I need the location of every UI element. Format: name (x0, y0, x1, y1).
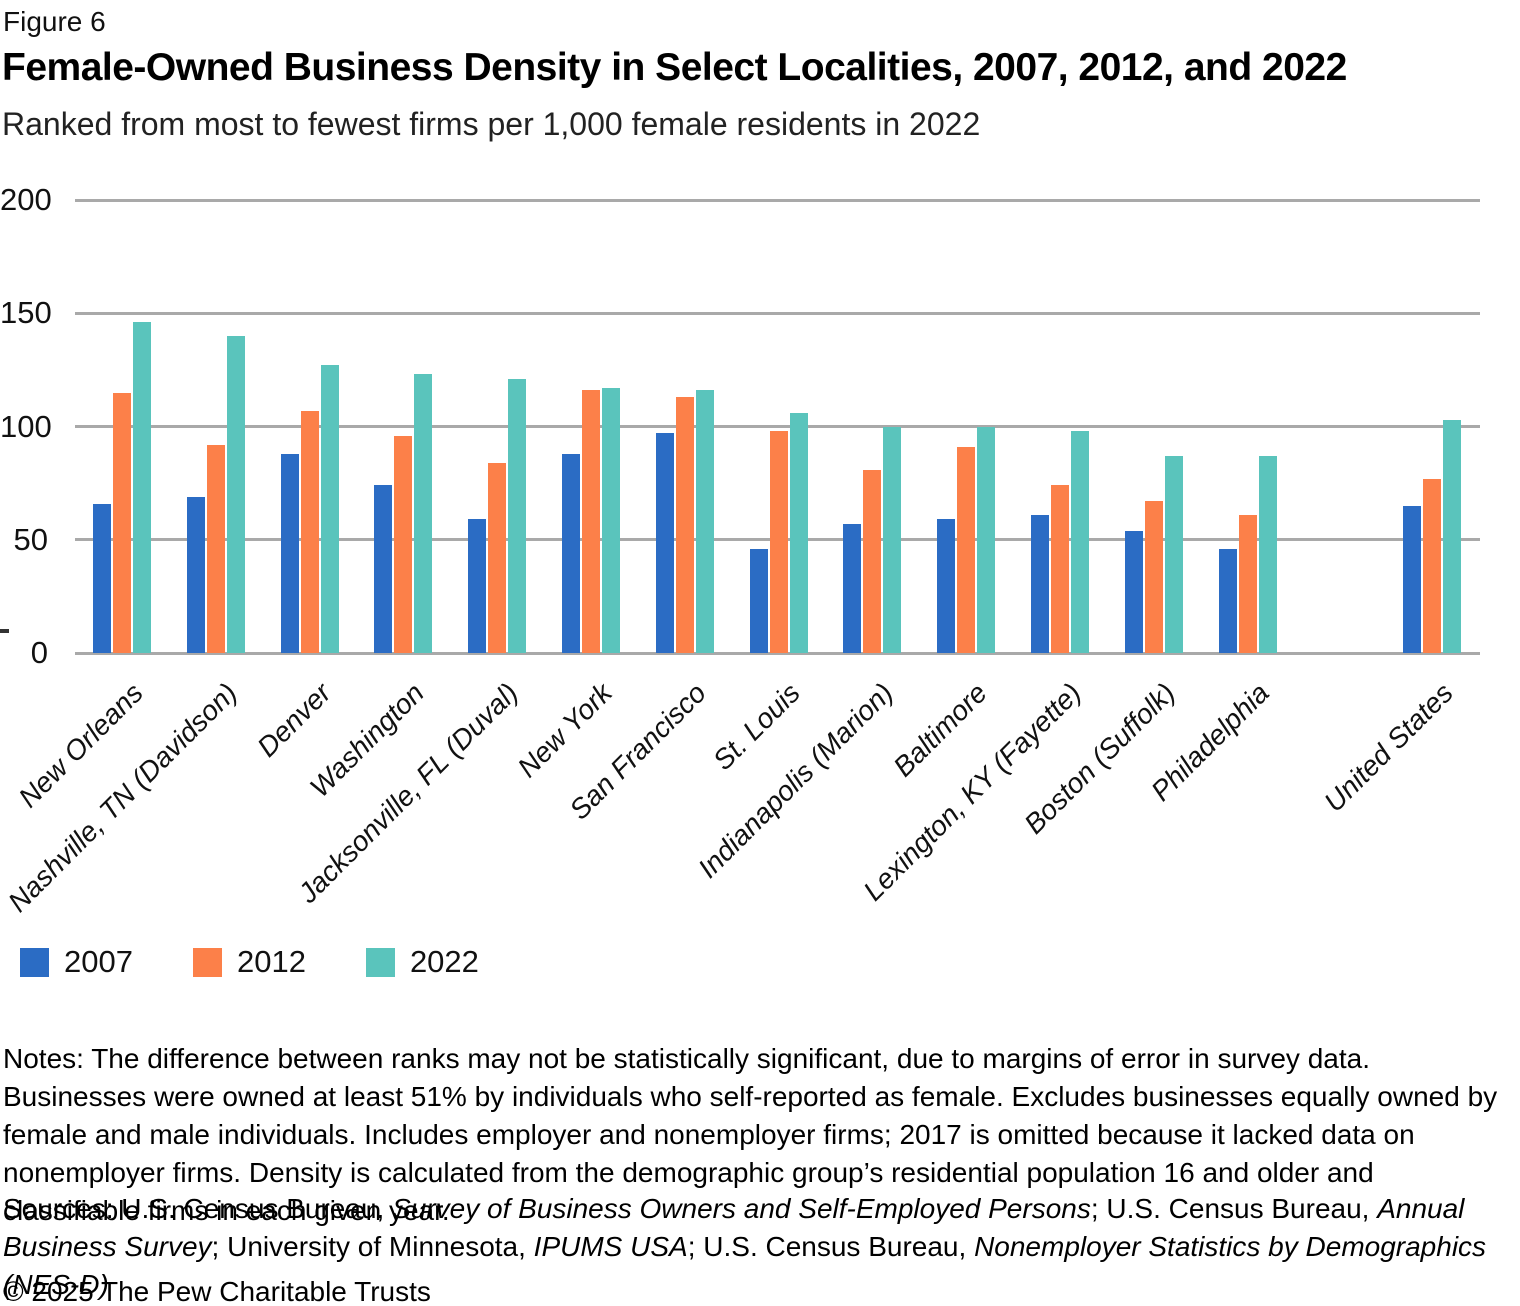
bar-2007-united-states (1403, 505, 1421, 653)
y-tick-label-0: 0 (30, 635, 48, 670)
bar-2007-boston-suffolk (1125, 530, 1143, 653)
source-plain: ; U.S. Census Bureau, (1090, 1193, 1378, 1224)
source-plain: ; U.S. Census Bureau, (687, 1231, 975, 1262)
legend-swatch-2012 (192, 947, 222, 977)
bar-2022-san-francisco (696, 390, 714, 653)
bar-2007-san-francisco (656, 433, 674, 653)
bar-2022-boston-suffolk (1165, 455, 1183, 653)
y-tick-label-150: 150 (0, 295, 52, 331)
bar-2022-nashville-tn-davidson (227, 335, 245, 653)
y-tick-label-100: 100 (0, 408, 52, 444)
bar-2022-indianapolis-marion (883, 426, 901, 653)
notes-text: Notes: The difference between ranks may … (3, 1043, 1498, 1226)
bar-2012-washington (394, 435, 412, 653)
legend: 2007 2012 2022 (20, 944, 539, 980)
source-title: Nonemployer Statistics by Demographics (… (3, 1231, 1487, 1300)
legend-item-2012: 2012 (192, 944, 306, 980)
bar-2012-new-york (582, 390, 600, 653)
legend-label-2012: 2012 (236, 944, 306, 979)
gridline-200 (75, 198, 1480, 202)
plot-area: 0 50 100 150 200 New Orleans Nashville, TN (Da… (0, 180, 1520, 946)
bar-2022-jacksonville-fl-duval (508, 378, 526, 653)
bar-2022-baltimore (977, 426, 995, 653)
y-tick-label-50: 50 (13, 521, 48, 557)
source-plain: Sources: U.S. Census Bureau, (3, 1193, 393, 1224)
bar-2022-st-louis (790, 412, 808, 653)
bar-2012-baltimore (957, 446, 975, 653)
bar-2022-lexington-ky-fayette (1071, 431, 1089, 653)
chart-subtitle: Ranked from most to fewest firms per 1,0… (2, 106, 981, 142)
bar-2007-st-louis (750, 548, 768, 653)
bar-2007-lexington-ky-fayette (1031, 514, 1049, 653)
legend-item-2022: 2022 (365, 944, 479, 980)
legend-label-2007: 2007 (64, 944, 133, 979)
bar-2012-philadelphia (1239, 514, 1257, 653)
bar-2007-jacksonville-fl-duval (468, 519, 486, 653)
source-title: IPUMS USA (533, 1231, 688, 1262)
bar-2012-boston-suffolk (1145, 501, 1163, 653)
source-title: Survey of Business Owners and Self-Emplo… (392, 1193, 1091, 1224)
legend-item-2007: 2007 (20, 944, 133, 980)
bar-2012-nashville-tn-davidson (207, 444, 225, 653)
bar-2022-denver (321, 365, 339, 653)
y-axis-label-fragment (0, 629, 9, 633)
gridline-100 (75, 425, 1480, 428)
bar-2012-new-orleans (113, 392, 131, 653)
bar-2012-united-states (1423, 478, 1441, 653)
bar-2007-nashville-tn-davidson (187, 496, 205, 653)
bar-2007-philadelphia (1219, 548, 1237, 653)
bar-2007-denver (281, 453, 299, 653)
bar-2022-new-york (602, 387, 620, 653)
gridline-150 (75, 311, 1480, 315)
bar-2022-philadelphia (1259, 455, 1277, 653)
bar-2007-baltimore (937, 519, 955, 653)
bar-2012-denver (301, 410, 319, 653)
bar-2022-united-states (1443, 419, 1461, 653)
bar-2007-new-york (562, 453, 580, 653)
chart-title: Female-Owned Business Density in Select … (2, 46, 1347, 89)
bar-2007-indianapolis-marion (843, 523, 861, 653)
source-title: Annual Business Survey (3, 1193, 1465, 1262)
bar-2007-new-orleans (93, 503, 111, 653)
bar-2022-new-orleans (133, 322, 151, 653)
bar-2012-lexington-ky-fayette (1051, 485, 1069, 653)
legend-swatch-2007 (20, 947, 49, 977)
bar-2012-san-francisco (676, 397, 694, 653)
bar-2012-indianapolis-marion (863, 469, 881, 653)
bar-2022-washington (414, 374, 432, 653)
bar-2007-washington (374, 485, 392, 653)
figure-label: Figure 6 (3, 6, 106, 37)
y-tick-label-200: 200 (0, 182, 52, 217)
sources-text: Sources: U.S. Census Bureau, Survey of B… (3, 1190, 1515, 1304)
x-label-united-states: United States (1318, 677, 1459, 818)
gridline-0 (75, 651, 1480, 655)
source-plain: ; University of Minnesota, (211, 1231, 534, 1262)
legend-swatch-2022 (365, 947, 395, 977)
bar-2012-jacksonville-fl-duval (488, 462, 506, 653)
bar-2012-st-louis (770, 431, 788, 653)
legend-label-2022: 2022 (409, 944, 479, 979)
copyright-text: © 2025 The Pew Charitable Trusts (3, 1276, 431, 1306)
